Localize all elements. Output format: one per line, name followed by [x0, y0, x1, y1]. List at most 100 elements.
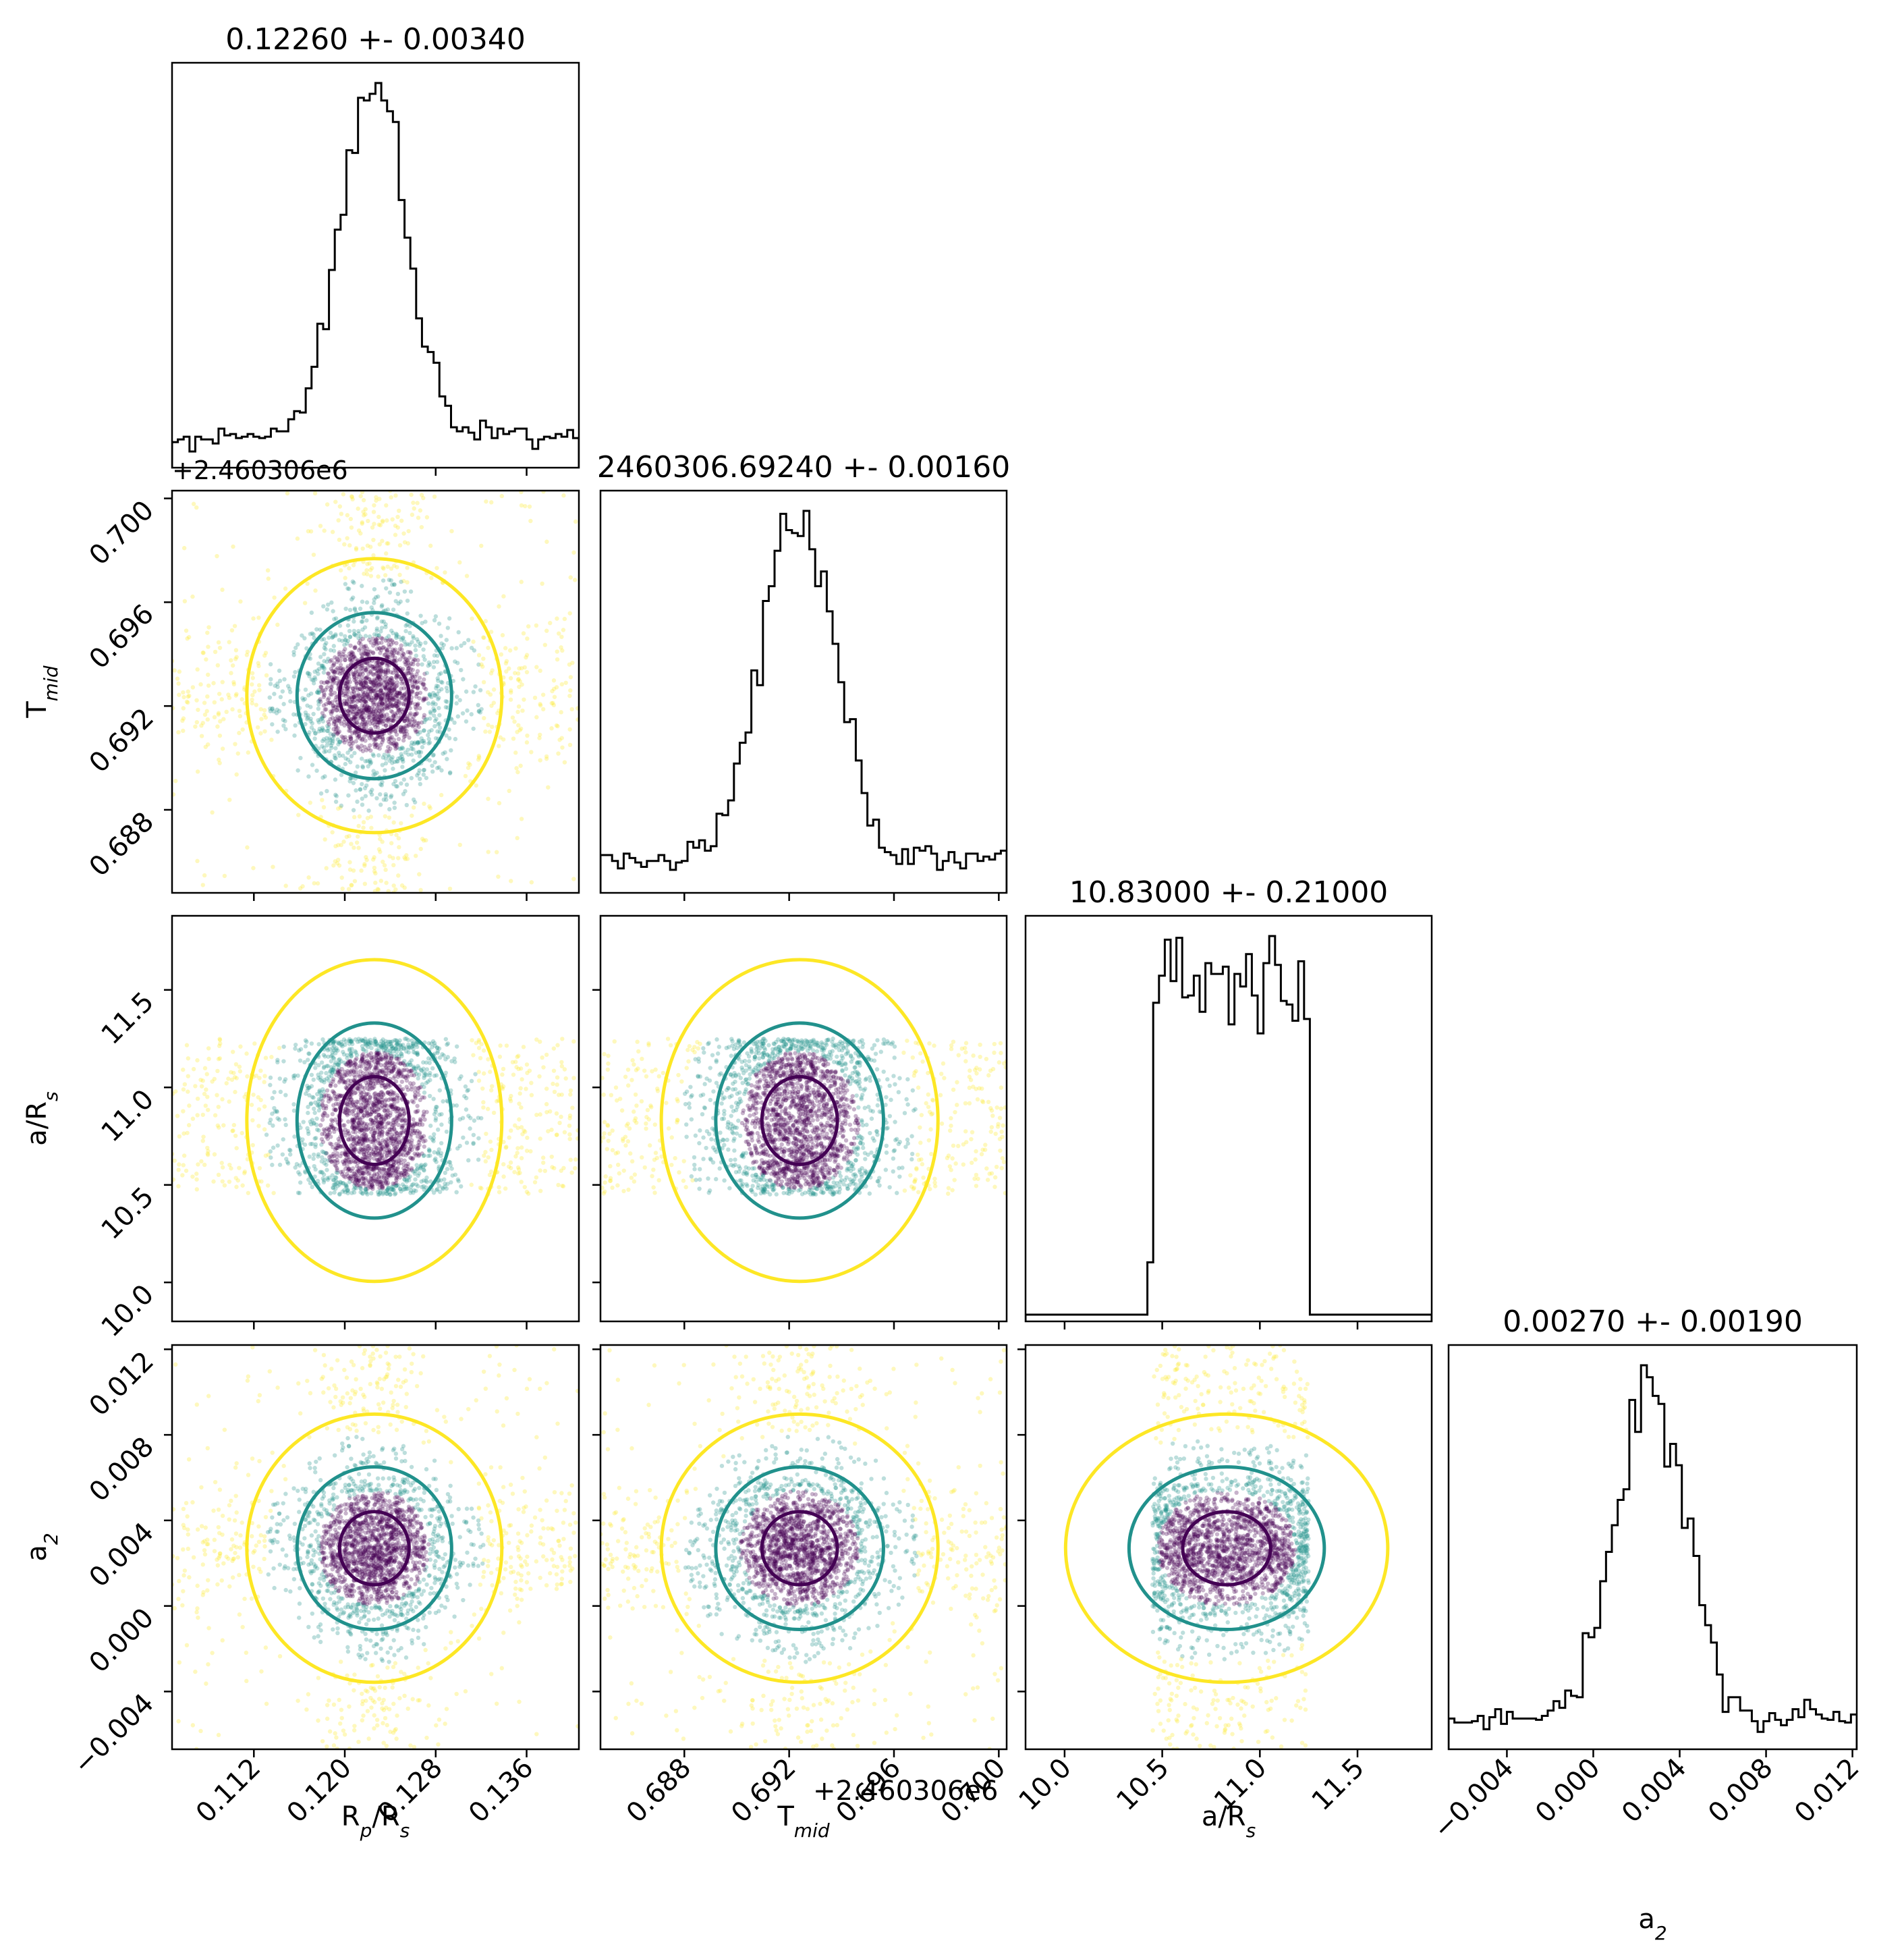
point	[370, 651, 376, 656]
point	[350, 740, 356, 746]
point	[389, 642, 394, 647]
point	[437, 621, 442, 626]
point	[351, 1139, 356, 1143]
point	[349, 653, 354, 658]
point	[399, 754, 404, 759]
point	[516, 1066, 521, 1072]
point	[368, 1063, 373, 1068]
point	[421, 682, 426, 686]
point	[499, 493, 504, 499]
point	[347, 1176, 352, 1180]
point	[349, 597, 354, 602]
point	[302, 1142, 308, 1147]
point	[345, 1101, 349, 1107]
point	[408, 589, 414, 594]
point	[388, 1150, 393, 1155]
point	[348, 699, 354, 705]
point	[358, 494, 363, 499]
point	[366, 707, 371, 713]
point	[409, 722, 414, 728]
point	[401, 1128, 407, 1133]
point	[177, 692, 181, 697]
point	[378, 1068, 383, 1074]
point	[372, 1095, 378, 1100]
point	[534, 1175, 539, 1180]
point	[367, 717, 372, 722]
point	[410, 1147, 414, 1152]
point	[413, 705, 418, 709]
point	[411, 797, 416, 802]
point	[365, 1139, 370, 1143]
point	[366, 518, 370, 524]
point	[360, 720, 365, 725]
point	[250, 1118, 255, 1123]
point	[373, 696, 379, 701]
point	[354, 1105, 360, 1109]
point	[376, 1157, 382, 1163]
point	[180, 1173, 185, 1178]
point	[375, 745, 380, 750]
point	[372, 597, 376, 602]
point	[336, 843, 341, 848]
point	[181, 728, 186, 734]
point	[399, 746, 403, 751]
point	[368, 711, 372, 716]
point	[422, 740, 426, 745]
point	[386, 719, 391, 724]
point	[415, 740, 420, 745]
point	[524, 1062, 530, 1067]
point	[352, 674, 357, 679]
point	[370, 525, 375, 530]
point	[341, 840, 346, 844]
point	[281, 1137, 285, 1142]
point	[449, 1180, 453, 1185]
point	[417, 1171, 422, 1176]
point	[520, 1077, 524, 1082]
point	[395, 673, 400, 678]
point	[386, 655, 391, 659]
point	[348, 516, 354, 522]
point	[312, 1174, 317, 1179]
point	[380, 702, 385, 707]
point	[357, 733, 362, 738]
point	[308, 1180, 313, 1186]
point	[471, 1141, 476, 1147]
point	[501, 1161, 506, 1167]
point	[332, 617, 337, 622]
point	[341, 689, 347, 694]
point	[345, 1107, 350, 1112]
point	[489, 703, 494, 708]
point	[360, 663, 364, 668]
point	[384, 1191, 389, 1196]
point	[371, 695, 376, 700]
point	[173, 779, 178, 784]
point	[345, 1152, 349, 1157]
point	[413, 728, 418, 732]
point	[437, 713, 442, 717]
point	[364, 618, 369, 623]
point	[271, 1190, 276, 1195]
point	[283, 586, 288, 591]
point	[414, 1121, 419, 1126]
point	[372, 1128, 378, 1133]
point	[345, 688, 350, 692]
point	[373, 743, 379, 748]
point	[330, 737, 335, 742]
point	[319, 1159, 324, 1164]
point	[364, 700, 368, 705]
point	[432, 709, 437, 713]
point	[347, 707, 352, 712]
point	[380, 763, 385, 767]
point	[418, 1097, 423, 1103]
point	[400, 701, 405, 706]
point	[439, 634, 443, 638]
point	[316, 1154, 320, 1159]
point	[219, 697, 224, 702]
point	[269, 738, 274, 742]
point	[393, 674, 399, 680]
point	[399, 1043, 403, 1048]
point	[347, 702, 352, 707]
point	[383, 638, 388, 643]
point	[360, 709, 366, 714]
point	[383, 1112, 389, 1118]
